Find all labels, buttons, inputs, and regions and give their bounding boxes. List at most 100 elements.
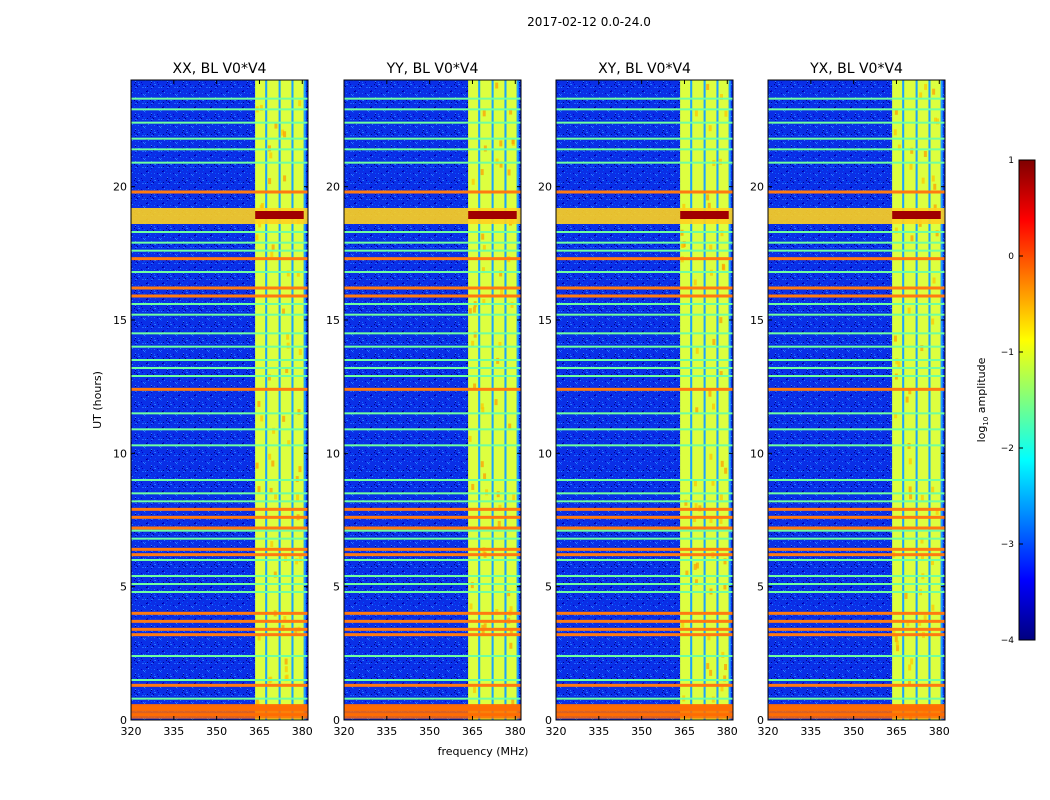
sub-band-0 <box>680 80 691 720</box>
rfi-line-weak <box>344 97 521 100</box>
rfi-line-weak <box>556 655 733 657</box>
rfi-line-weak <box>768 529 945 532</box>
y-axis-label: UT (hours) <box>91 371 104 429</box>
x-tick-label: 365 <box>249 725 270 738</box>
rfi-line-weak <box>556 108 733 111</box>
band-speck <box>711 479 715 486</box>
band-speck <box>709 669 713 676</box>
rfi-line-weak <box>344 137 521 140</box>
x-tick-label: 350 <box>419 725 440 738</box>
band-speck <box>719 494 723 501</box>
x-tick-label: 335 <box>800 725 821 738</box>
rfi-line-strong <box>131 553 308 557</box>
sub-band-gap-1 <box>915 80 918 720</box>
panel-title: YY, BL V0*V4 <box>386 61 479 77</box>
rfi-line-weak <box>556 697 733 700</box>
band-speck <box>706 194 710 201</box>
colorbar-tick-label: −3 <box>1001 540 1014 550</box>
band-speck <box>721 651 725 658</box>
rfi-line-weak <box>131 492 308 495</box>
panel-frame <box>343 79 522 721</box>
band-speck <box>296 270 300 277</box>
rfi-line-weak <box>131 479 308 481</box>
rfi-line-weak <box>131 679 308 681</box>
colorbar-tick-label: 1 <box>1008 156 1014 166</box>
rfi-line-weak <box>344 697 521 700</box>
rfi-line-strong <box>131 619 308 623</box>
band-speck <box>920 345 924 352</box>
rfi-line-weak <box>344 679 521 681</box>
band-speck <box>723 675 727 682</box>
rfi-line-weak <box>131 148 308 151</box>
rfi-line-weak <box>768 332 945 335</box>
band-speck <box>935 508 939 515</box>
rfi-line-weak <box>556 231 733 233</box>
sub-band-3 <box>293 80 304 720</box>
rfi-line-strong <box>131 547 308 551</box>
rfi-line-weak <box>131 359 308 361</box>
x-tick-label: 320 <box>334 725 355 738</box>
rfi-line-weak <box>131 241 308 244</box>
band-speck <box>935 230 939 237</box>
sub-band-3 <box>930 80 941 720</box>
rfi-line-weak <box>556 161 733 164</box>
band-speck <box>283 555 287 562</box>
sub-band-gap-1 <box>703 80 706 720</box>
rfi-line-weak <box>344 313 521 316</box>
band-speck <box>268 453 272 460</box>
band-speck <box>482 299 486 306</box>
band-speck <box>719 94 723 101</box>
rfi-line-weak <box>344 367 521 369</box>
band-speck <box>495 158 499 165</box>
rfi-line-weak <box>131 303 308 305</box>
band-speck <box>282 415 286 422</box>
band-speck <box>272 427 276 434</box>
band-speck <box>257 486 261 493</box>
band-speck <box>931 604 935 611</box>
band-speck <box>907 678 911 685</box>
rfi-line-weak <box>131 537 308 540</box>
rfi-line-weak <box>556 249 733 252</box>
band-speck <box>720 685 724 692</box>
band-speck <box>695 562 699 569</box>
rfi-line-strong <box>556 286 733 290</box>
band-speck <box>283 616 287 623</box>
rfi-line-strong <box>556 683 733 687</box>
rfi-line-weak <box>556 444 733 447</box>
y-tick-label: 15 <box>750 314 764 327</box>
band-speck <box>507 169 511 176</box>
panel-1: YY, BL V0*V4 320 335 350 365 380 0 5 10 15 20 <box>326 61 526 738</box>
rfi-line-strong <box>768 190 945 194</box>
rfi-line-weak <box>131 559 308 561</box>
band-speck <box>509 606 513 613</box>
band-speck <box>724 110 728 117</box>
band-speck <box>285 367 289 374</box>
band-speck <box>480 403 484 410</box>
rfi-line-weak <box>344 345 521 348</box>
rfi-line-weak <box>768 697 945 700</box>
rfi-line-strong <box>344 633 521 637</box>
band-speck <box>932 277 936 284</box>
rfi-line-weak <box>768 148 945 151</box>
rfi-line-weak <box>344 121 521 124</box>
band-speck <box>694 110 698 117</box>
x-tick-label: 350 <box>631 725 652 738</box>
colorbar-gradient <box>1018 159 1036 641</box>
band-speck <box>719 371 723 378</box>
band-speck <box>720 230 724 237</box>
x-tick-label: 380 <box>505 725 526 738</box>
band-speck <box>719 517 723 524</box>
band-speck <box>936 118 940 125</box>
band-speck <box>508 423 512 430</box>
band-speck <box>681 241 685 248</box>
rfi-line-strong <box>344 507 521 511</box>
x-tick-label: 380 <box>717 725 738 738</box>
sub-band-gap-2 <box>716 80 719 720</box>
band-speck <box>468 308 472 315</box>
band-speck <box>694 503 698 510</box>
rfi-line-weak <box>768 559 945 561</box>
rfi-line-strong <box>344 515 521 519</box>
sub-band-gap-2 <box>504 80 507 720</box>
band-speck <box>509 629 513 636</box>
